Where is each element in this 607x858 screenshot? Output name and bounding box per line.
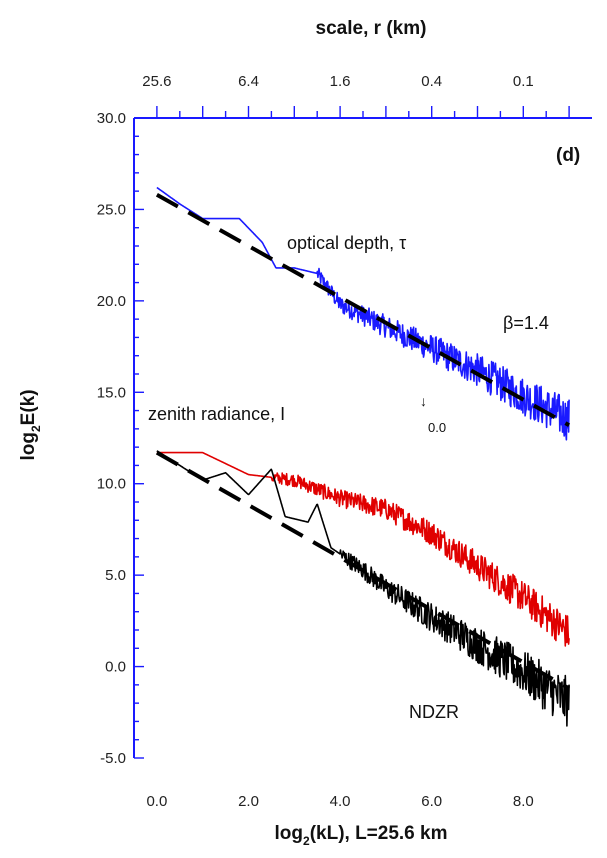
y-axis-title-sub: 2 [29,425,43,432]
x-axis-title-rest: (kL), L=25.6 km [310,823,448,844]
y-axis-title-rest: E(k) [18,389,39,425]
x-tick-label: 2.0 [238,793,259,810]
y-tick-label: 5.0 [105,567,126,584]
y-axis-title: log2E(k) [18,389,43,460]
top-axis-title: scale, r (km) [316,18,427,39]
x-tick-label: 8.0 [513,793,534,810]
top-tick-label: 6.4 [238,73,259,90]
y-tick-label: 0.0 [105,659,126,676]
ndzr-label: NDZR [409,702,459,722]
zenith-radiance-superscript: ↓ [420,393,427,409]
y-tick-label: 20.0 [97,293,126,310]
x-axis-title-sub: 2 [303,834,310,848]
y-tick-label: 15.0 [97,384,126,401]
panel-label: (d) [556,145,580,166]
y-tick-label: 30.0 [97,110,126,127]
top-tick-label: 25.6 [142,73,171,90]
x-tick-label: 4.0 [330,793,351,810]
fit-line-1 [155,450,571,691]
y-axis-title-main: log [18,432,39,461]
top-tick-label: 1.6 [330,73,351,90]
y-tick-label: 25.0 [97,201,126,218]
series-line-1 [156,451,570,647]
x-tick-label: 0.0 [146,793,167,810]
x-axis-title: log2(kL), L=25.6 km [275,823,448,848]
x-axis-title-main: log [275,823,304,844]
beta-label: β=1.4 [503,313,549,333]
fit-line-0 [155,193,571,427]
series-line-0 [156,186,570,441]
series-line-2 [156,450,570,727]
zenith-radiance-subscript: 0.0 [428,420,446,435]
optical-depth-label: optical depth, τ [287,233,406,253]
top-tick-label: 0.4 [421,73,442,90]
zenith-radiance-label: zenith radiance, I [148,404,285,424]
y-tick-label: 10.0 [97,476,126,493]
top-tick-label: 0.1 [513,73,534,90]
y-tick-label: -5.0 [100,750,126,767]
zenith-radiance-label-main: zenith radiance, I [148,404,285,424]
x-tick-label: 6.0 [421,793,442,810]
